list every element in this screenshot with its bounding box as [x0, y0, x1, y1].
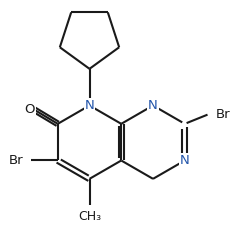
Text: Br: Br [9, 154, 23, 167]
Text: N: N [180, 154, 190, 167]
Text: CH₃: CH₃ [78, 210, 101, 223]
Text: N: N [148, 99, 158, 112]
Text: O: O [25, 103, 35, 116]
Text: N: N [85, 99, 94, 112]
Text: Br: Br [216, 108, 230, 121]
